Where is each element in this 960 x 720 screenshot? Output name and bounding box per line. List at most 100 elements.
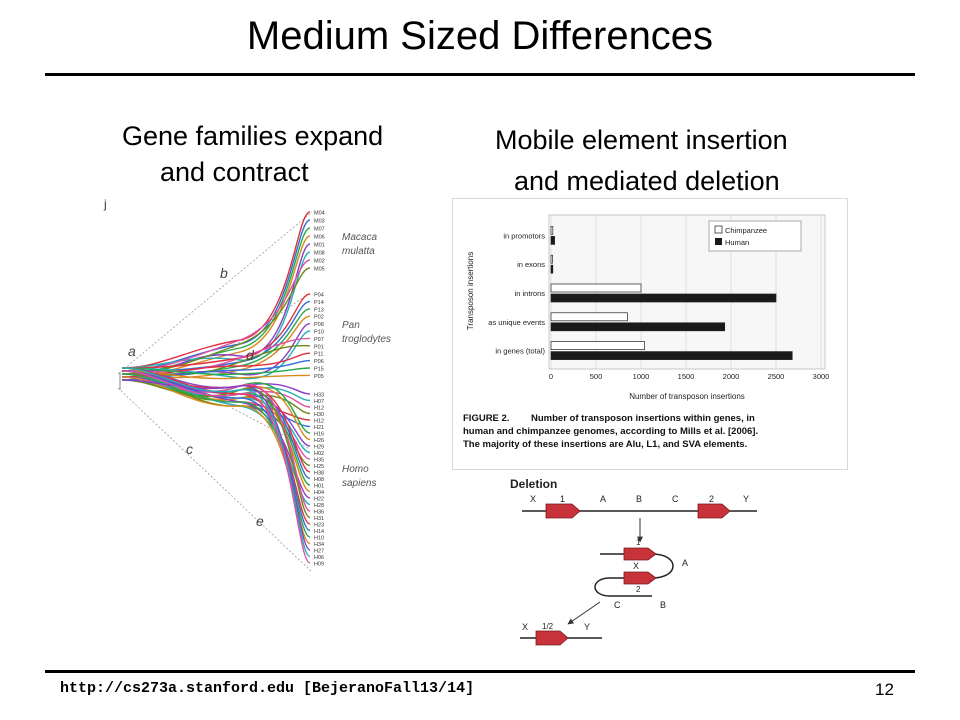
chart-legend: Chimpanzee Human bbox=[708, 220, 802, 252]
bar-human-3 bbox=[550, 322, 726, 332]
loop-label-b: B bbox=[660, 600, 666, 610]
chart-category-label: in genes (total) bbox=[495, 347, 545, 356]
bar-chimpanzee-2 bbox=[550, 283, 642, 293]
tree-branch-homo-21 bbox=[121, 370, 311, 532]
gene-label-pan-0: P04 bbox=[314, 293, 324, 299]
transposon-chart-figure: in promotors in exons in introns as unique … bbox=[452, 198, 848, 470]
branch-label-b: b bbox=[220, 265, 228, 281]
chart-xtick-label: 3000 bbox=[813, 372, 830, 381]
chart-xtick-label: 500 bbox=[590, 372, 603, 381]
gene-label-homo-3: H30 bbox=[314, 412, 324, 418]
legend-swatch-human bbox=[715, 238, 722, 245]
species-homo-line1: Homo bbox=[342, 464, 369, 475]
result-label-x: X bbox=[522, 622, 528, 632]
chart-xtick-label: 2500 bbox=[768, 372, 785, 381]
gene-label-pan-10: P15 bbox=[314, 367, 324, 373]
species-pan-line1: Pan bbox=[342, 320, 360, 331]
legend-chimpanzee: Chimpanzee bbox=[725, 226, 767, 235]
branch-label-d: d bbox=[246, 347, 255, 363]
tree-branch-homo-25 bbox=[121, 367, 311, 558]
gene-label-homo-5: H21 bbox=[314, 425, 324, 431]
tree-branch-macaca-3 bbox=[121, 235, 311, 378]
gene-label-pan-6: P07 bbox=[314, 337, 324, 343]
gene-label-pan-4: P08 bbox=[314, 322, 324, 328]
branch-label-e: e bbox=[256, 513, 264, 529]
gene-label-homo-12: H38 bbox=[314, 471, 324, 477]
tree-branch-macaca-0 bbox=[121, 211, 311, 369]
bar-human-2 bbox=[550, 293, 777, 303]
loop-element-1 bbox=[623, 547, 657, 561]
bar-chimpanzee-0 bbox=[550, 226, 554, 235]
top-label-a: A bbox=[600, 494, 606, 504]
chart-xtick-label: 1500 bbox=[678, 372, 695, 381]
title-divider bbox=[45, 73, 915, 76]
tree-branch-macaca-5 bbox=[121, 251, 311, 369]
gene-label-homo-10: H35 bbox=[314, 458, 324, 464]
gene-label-macaca-4: M01 bbox=[314, 243, 325, 249]
gene-label-homo-20: H23 bbox=[314, 523, 324, 529]
chart-category-label: in promotors bbox=[503, 231, 545, 240]
tree-branch-macaca-2 bbox=[121, 227, 311, 375]
bar-human-0 bbox=[550, 236, 555, 245]
species-pan-line2: troglodytes bbox=[342, 334, 391, 345]
bar-human-1 bbox=[550, 264, 554, 274]
footer-divider bbox=[45, 670, 915, 673]
gene-label-homo-9: H02 bbox=[314, 451, 324, 457]
gene-label-homo-1: H07 bbox=[314, 399, 324, 405]
transposon-chart-svg: in promotors in exons in introns as unique … bbox=[463, 214, 830, 450]
tree-branch-homo-22 bbox=[121, 373, 311, 538]
chart-caption-lead: FIGURE 2. bbox=[463, 413, 509, 424]
gene-label-pan-8: P11 bbox=[314, 352, 323, 358]
branch-label-a: a bbox=[128, 343, 136, 359]
loop-label-a: A bbox=[682, 558, 688, 568]
gene-label-homo-11: H25 bbox=[314, 464, 324, 470]
bar-human-4 bbox=[550, 351, 793, 360]
top-label-c: C bbox=[672, 494, 679, 504]
left-heading-line2: and contract bbox=[160, 157, 309, 187]
species-macaca-line1: Macaca bbox=[342, 232, 377, 243]
gene-tree-figure: j M04 M03 M07 M06 M01 M08 M02 M05 P04 P14 P13 P02 P0… bbox=[100, 197, 402, 602]
footer-url[interactable]: http://cs273a.stanford.edu [BejeranoFall… bbox=[60, 680, 475, 697]
gene-label-homo-18: H36 bbox=[314, 510, 324, 516]
legend-swatch-chimpanzee bbox=[714, 225, 723, 234]
gene-label-homo-15: H04 bbox=[314, 490, 324, 496]
gene-label-pan-2: P13 bbox=[314, 307, 324, 313]
chart-ylabel: Transposon insertions bbox=[466, 252, 475, 330]
gene-label-homo-7: H26 bbox=[314, 438, 324, 444]
legend-human: Human bbox=[725, 238, 749, 247]
chart-xtick-label: 0 bbox=[549, 372, 553, 381]
deletion-title: Deletion bbox=[510, 477, 557, 491]
chart-xtick-label: 2000 bbox=[723, 372, 740, 381]
chart-category-label: in exons bbox=[517, 260, 545, 269]
gene-label-macaca-2: M07 bbox=[314, 227, 325, 233]
bar-chimpanzee-4 bbox=[550, 341, 645, 350]
loop-label-c: C bbox=[614, 600, 621, 610]
gene-label-homo-4: H12 bbox=[314, 419, 324, 425]
top-label-1: 1 bbox=[560, 494, 565, 504]
chart-category-label: as unique events bbox=[488, 318, 545, 327]
loop-label-1: 1 bbox=[636, 538, 641, 547]
gene-label-homo-14: H01 bbox=[314, 484, 324, 490]
tree-branch-homo-23 bbox=[121, 376, 311, 545]
loop-label-x: X bbox=[633, 561, 639, 571]
chart-caption-line1: Number of transposon insertions within g… bbox=[531, 413, 755, 424]
deletion-diagram-svg: Deletion X 1 A B C 2 Y 1 X 2 A C B X 1/2… bbox=[510, 477, 757, 646]
gene-label-pan-1: P14 bbox=[314, 300, 324, 306]
tree-branch-homo-15 bbox=[121, 367, 311, 493]
gene-label-homo-0: H33 bbox=[314, 393, 324, 399]
species-homo-line2: sapiens bbox=[342, 478, 376, 489]
gene-label-pan-5: P10 bbox=[314, 330, 324, 336]
gene-tree-svg: j M04M03M07M06M01M08M02M05P04P14P13P02P0… bbox=[103, 197, 391, 573]
tree-branch-pan-10 bbox=[121, 367, 311, 376]
branch-label-c: c bbox=[186, 441, 193, 457]
gene-label-pan-9: P06 bbox=[314, 359, 324, 365]
loop-label-2: 2 bbox=[636, 585, 641, 594]
top-label-b: B bbox=[636, 494, 642, 504]
chart-xlabel: Number of transposon insertions bbox=[629, 392, 745, 401]
gene-label-homo-22: H10 bbox=[314, 536, 324, 542]
top-label-y: Y bbox=[743, 494, 749, 504]
gene-label-homo-13: H08 bbox=[314, 477, 324, 483]
gene-label-pan-11: P05 bbox=[314, 374, 324, 380]
gene-label-macaca-7: M05 bbox=[314, 267, 325, 273]
gene-label-homo-2: H12 bbox=[314, 406, 324, 412]
